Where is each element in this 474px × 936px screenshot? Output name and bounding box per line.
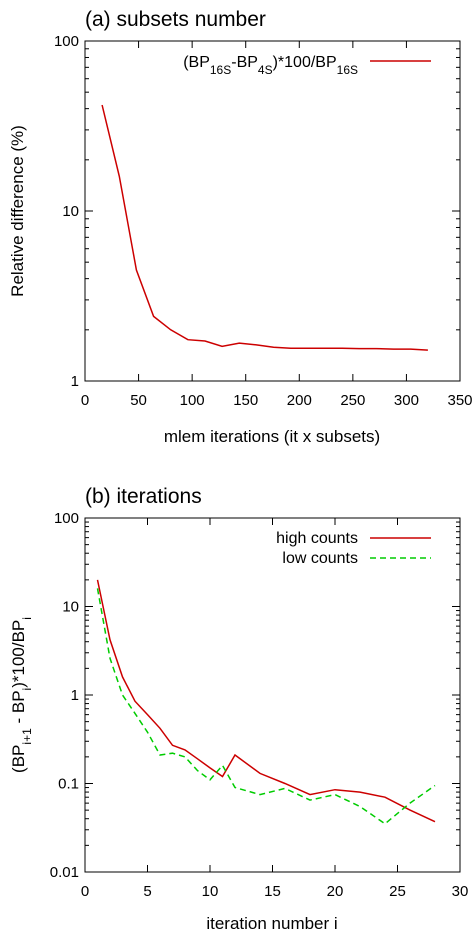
chart-b-xtick-label: 20 <box>327 883 344 900</box>
chart-a-ytick-label: 10 <box>62 203 79 220</box>
chart-a: (a) subsets number 0 50 100 150 200 250 300 350… <box>8 8 473 446</box>
chart-a-frame <box>84 40 461 382</box>
chart-b-xtick-label: 15 <box>264 883 281 900</box>
chart-b-legend-label-high: high counts <box>276 530 358 547</box>
chart-b: (b) iterations 0 5 10 15 20 25 30 0.01 0.1 1 10 100… <box>9 485 468 933</box>
chart-b-xlabel: iteration number i <box>206 914 337 933</box>
chart-b-xtick-label: 25 <box>389 883 406 900</box>
chart-a-xtick-label: 0 <box>81 392 89 409</box>
chart-b-title: (b) iterations <box>85 485 202 508</box>
chart-b-xtick-label: 5 <box>143 883 151 900</box>
chart-a-legend-label: (BP16S-BP4S)*100/BP16S <box>183 54 358 77</box>
chart-a-ytick-label: 100 <box>54 33 79 50</box>
chart-a-title: (a) subsets number <box>85 8 266 31</box>
chart-b-ytick-label: 10 <box>62 599 79 616</box>
chart-a-ytick-label: 1 <box>71 373 79 390</box>
chart-b-xtick-label: 0 <box>81 883 89 900</box>
chart-b-xtick-label: 30 <box>452 883 469 900</box>
chart-a-ylabel: Relative difference (%) <box>8 125 27 297</box>
chart-b-ytick-label: 0.01 <box>50 864 79 881</box>
chart-b-ytick-label: 1 <box>71 687 79 704</box>
chart-b-series-1-line <box>96 588 436 825</box>
chart-a-xtick-label: 100 <box>180 392 205 409</box>
chart-b-frame <box>84 517 461 873</box>
chart-b-series-0-line <box>96 579 436 823</box>
chart-b-ylabel: (BPi+1 - BPi)*100/BPi <box>9 617 34 773</box>
chart-b-xtick-label: 10 <box>202 883 219 900</box>
chart-a-xtick-label: 300 <box>394 392 419 409</box>
chart-b-ytick-label: 0.1 <box>58 776 79 793</box>
chart-a-legend: (BP16S-BP4S)*100/BP16S <box>183 54 431 77</box>
chart-a-xtick-label: 150 <box>233 392 258 409</box>
chart-b-legend-label-low: low counts <box>282 550 358 567</box>
chart-a-xtick-label: 350 <box>447 392 472 409</box>
chart-a-xtick-label: 250 <box>340 392 365 409</box>
chart-a-xtick-label: 200 <box>287 392 312 409</box>
chart-b-legend: high counts low counts <box>276 530 431 567</box>
chart-a-xtick-label: 50 <box>130 392 147 409</box>
chart-a-xlabel: mlem iterations (it x subsets) <box>164 427 380 446</box>
chart-a-series-0-line <box>101 104 428 351</box>
chart-b-ytick-label: 100 <box>54 510 79 527</box>
